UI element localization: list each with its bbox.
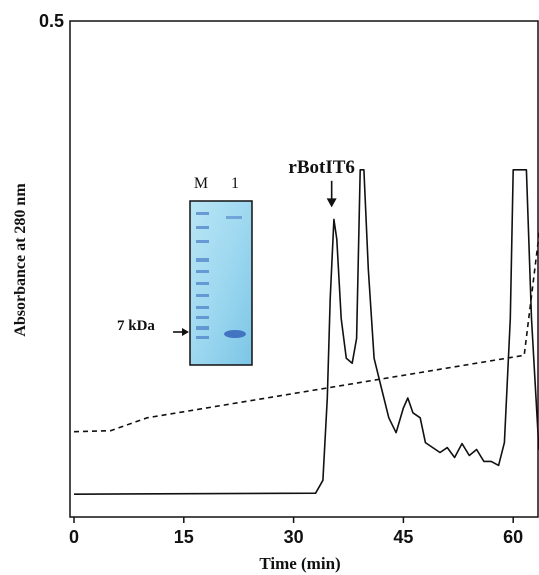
x-tick-label: 60 — [503, 527, 523, 547]
peak-arrowhead — [326, 198, 337, 208]
peak-annotation-arrow — [326, 180, 337, 208]
x-tick-label: 45 — [393, 527, 413, 547]
y-axis-title: Absorbance at 280 nm — [12, 183, 29, 337]
plot-area — [69, 20, 539, 518]
gel-lane-label-m: M — [194, 175, 208, 192]
gel-marker-label: 7 kDa — [117, 318, 155, 334]
x-axis-ticks: 0 15 30 45 60 — [69, 517, 523, 547]
gel-sample-bands — [224, 216, 246, 338]
gradient-dashed-line — [73, 228, 539, 433]
x-axis-title: Time (min) — [259, 554, 340, 573]
gel-inset: M 1 7 kDa — [117, 175, 253, 366]
y-tick-label: 0.5 — [39, 11, 64, 31]
gel-lane-label-1: 1 — [231, 175, 239, 192]
absorbance-line — [73, 169, 539, 495]
x-tick-label: 30 — [284, 527, 304, 547]
gel-marker-arrowhead — [182, 328, 189, 336]
x-tick-label: 15 — [174, 527, 194, 547]
gel-marker-bands — [196, 212, 209, 339]
y-axis-ticks: 0.5 — [39, 11, 64, 31]
peak-annotation-label: rBotIT6 — [288, 157, 355, 178]
x-tick-label: 0 — [69, 527, 79, 547]
